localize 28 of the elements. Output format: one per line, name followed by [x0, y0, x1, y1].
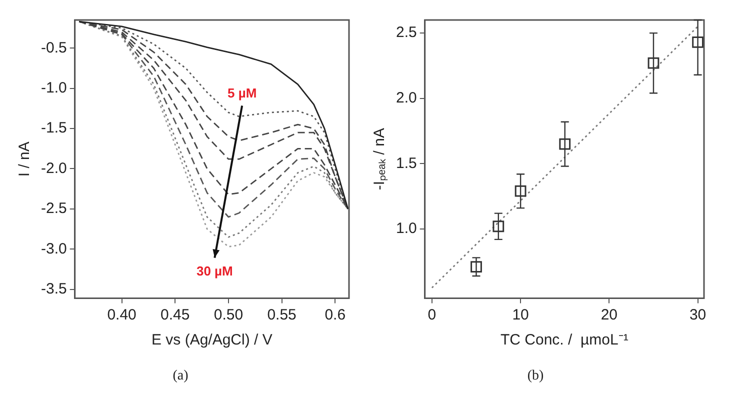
y-tick-label: -2.5	[40, 200, 67, 218]
y-tick-label: 1.5	[396, 154, 417, 172]
y-tick-label: -2.0	[40, 160, 67, 177]
x-tick-label: 0.50	[214, 306, 244, 324]
x-tick-label: 0	[428, 306, 436, 324]
y-tick-label: -1.0	[40, 79, 67, 96]
x-tick-label: 0.55	[267, 306, 296, 324]
y-tick-label: -0.5	[40, 39, 67, 56]
text: (a)	[172, 368, 189, 384]
x-tick-label: 0.45	[160, 306, 190, 324]
annotation: 5 µM	[227, 85, 257, 100]
x-tick-label: 10	[512, 306, 529, 324]
y-tick-label: -3.0	[40, 240, 67, 258]
x-axis-title: E vs (Ag/AgCl) / V	[151, 331, 272, 348]
x-tick-label: 0.6	[324, 306, 346, 324]
y-axis-title: I / nA	[16, 142, 34, 177]
y-tick-label: 2.0	[396, 90, 417, 107]
y-tick-label: -1.5	[40, 120, 67, 137]
x-tick-label: 20	[600, 306, 618, 324]
x-tick-label: 0.40	[107, 306, 136, 324]
annotation: 30 µM	[196, 263, 233, 278]
text: (b)	[527, 368, 544, 384]
y-tick-label: 2.5	[396, 24, 417, 42]
x-tick-label: 30	[689, 306, 706, 324]
y-tick-label: -3.5	[40, 280, 67, 298]
x-axis-title: TC Conc. / µmoL⁻¹	[500, 331, 628, 348]
y-tick-label: 1.0	[396, 220, 417, 238]
y-axis-title: -Iₚₑₐₖ / nA	[371, 128, 388, 190]
